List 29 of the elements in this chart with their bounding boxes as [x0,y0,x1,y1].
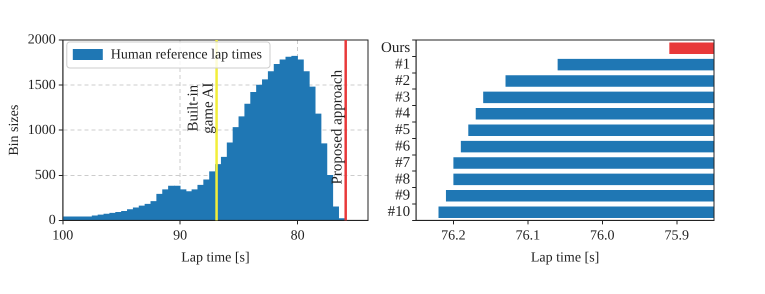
y-axis-title: Bin sizes [7,104,22,156]
y-tick-label: 1500 [28,78,56,93]
x-tick-label: 90 [173,228,188,244]
y-tick-label: 0 [48,213,56,228]
y-tick-label: #5 [395,122,410,138]
ref-line-label: Proposed approach [330,69,346,184]
x-axis-title: Lap time [s] [181,250,250,266]
y-tick-label: 2000 [28,32,56,48]
y-tick-label: #1 [395,56,410,73]
x-tick-label: 80 [290,228,305,244]
y-tick-label: #2 [395,72,410,89]
y-tick-label: 500 [34,168,56,183]
y-tick-label: #4 [395,106,411,122]
x-tick-label: 75.9 [664,228,690,244]
x-tick-label: 76.1 [516,228,540,244]
y-tick-label: #7 [395,154,411,171]
x-tick-label: 76.2 [441,228,466,244]
ref-line-label: Built-in game AI [186,82,217,134]
y-tick-label: #9 [395,188,410,204]
y-tick-label: 1000 [28,122,56,138]
y-tick-label: #3 [395,89,410,106]
y-tick-label: Ours [380,40,410,56]
x-tick-label: 76.0 [590,228,615,244]
x-axis-title: Lap time [s] [530,250,600,266]
x-tick-label: 100 [52,228,74,244]
y-tick-label: #8 [395,171,410,188]
legend-label: Human reference lap times [110,48,262,63]
y-tick-label: #10 [388,204,410,220]
y-tick-label: #6 [395,138,411,155]
